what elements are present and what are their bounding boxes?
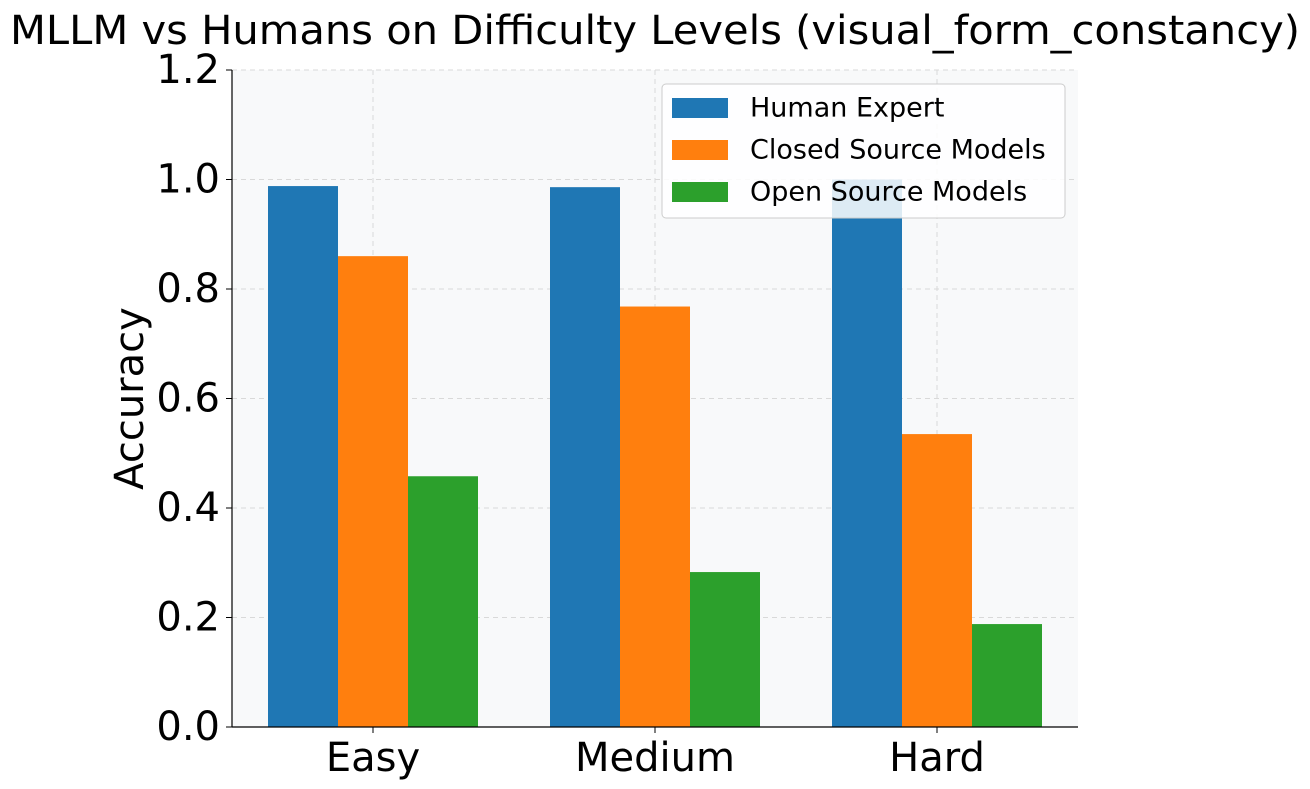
legend-box (661, 83, 1066, 219)
chart-title: MLLM vs Humans on Difficulty Levels (vis… (10, 8, 1300, 54)
y-tick-label: 1.0 (156, 157, 220, 203)
bar-open-source-models-easy (408, 476, 478, 727)
y-tick-label: 0.8 (156, 266, 220, 312)
legend: Human Expert Closed Source Models Open Sou… (661, 83, 1066, 219)
legend-swatch (672, 182, 728, 202)
bar-human-expert-easy (268, 186, 338, 727)
bar-human-expert-medium (550, 187, 620, 728)
bars (268, 179, 1042, 728)
x-tick-label: Hard (889, 735, 985, 781)
x-tick-label: Medium (575, 735, 735, 781)
legend-label: Human Expert (750, 93, 944, 124)
bar-closed-source-models-easy (338, 256, 408, 727)
y-tick-label: 1.2 (156, 47, 220, 93)
legend-label: Open Source Models (750, 177, 1027, 208)
bar-closed-source-models-medium (620, 306, 690, 727)
y-tick-label: 0.0 (156, 704, 220, 750)
y-tick-label: 0.2 (156, 595, 220, 641)
bar-open-source-models-hard (972, 624, 1042, 727)
y-axis-ticks: 0.0 0.2 0.4 0.6 0.8 1.0 1.2 (156, 47, 232, 750)
x-axis-ticks: Easy Medium Hard (326, 727, 985, 781)
bar-open-source-models-medium (690, 572, 760, 727)
y-axis-label: Accuracy (107, 307, 153, 490)
y-tick-label: 0.4 (156, 485, 220, 531)
bar-closed-source-models-hard (902, 434, 972, 727)
y-tick-label: 0.6 (156, 376, 220, 422)
x-tick-label: Easy (326, 735, 420, 781)
legend-swatch (672, 140, 728, 160)
legend-label: Closed Source Models (750, 135, 1046, 166)
legend-swatch (672, 98, 728, 118)
bar-human-expert-hard (832, 179, 902, 727)
